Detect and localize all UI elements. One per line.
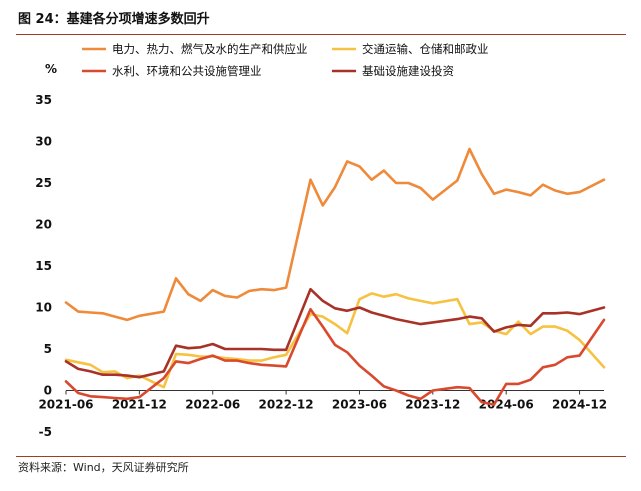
- source-note: 资料来源：Wind，天风证券研究所: [18, 461, 189, 474]
- x-tick-label: 2024-12: [552, 398, 607, 412]
- y-tick-label: 25: [35, 176, 52, 190]
- y-tick-label: -5: [39, 425, 52, 439]
- x-tick-label: 2024-06: [479, 398, 534, 412]
- y-tick-label: 20: [35, 218, 52, 232]
- x-tick-label: 2023-06: [332, 398, 387, 412]
- y-axis-unit-label: %: [45, 62, 57, 76]
- x-tick-label: 2022-12: [259, 398, 314, 412]
- x-tick-label: 2021-06: [38, 398, 93, 412]
- y-tick-label: 35: [35, 93, 52, 107]
- y-tick-label: 30: [35, 135, 52, 149]
- legend-label: 电力、热力、燃气及水的生产和供应业: [112, 42, 308, 56]
- x-axis: 2021-06 2021-12 2022-06 2022-12 2023-06 2023-…: [38, 390, 607, 412]
- footer-divider: [16, 456, 626, 457]
- series-line-1: [64, 147, 606, 322]
- legend: 电力、热力、燃气及水的生产和供应业 交通运输、仓储和邮政业水利、环境和公共设施管理…: [82, 42, 489, 78]
- y-tick-label: 5: [44, 342, 52, 356]
- x-tick-label: 2022-06: [185, 398, 240, 412]
- title-divider: [16, 34, 626, 35]
- figure-title: 图 24：基建各分项增速多数回升: [18, 12, 210, 27]
- y-tick-label: 0: [44, 384, 52, 398]
- legend-label: 水利、环境和公共设施管理业: [112, 64, 262, 78]
- y-axis: -5 0 5 10 15 20 25 30 35: [35, 93, 52, 439]
- y-tick-label: 15: [35, 259, 52, 273]
- legend-label: 交通运输、仓储和邮政业: [362, 42, 489, 56]
- series-line-3: [64, 307, 606, 406]
- series-lines: [64, 147, 606, 406]
- series-line-4: [64, 287, 606, 379]
- x-tick-label: 2021-12: [112, 398, 167, 412]
- y-tick-label: 10: [35, 301, 52, 315]
- legend-label: 基础设施建设投资: [362, 64, 454, 78]
- line-chart: 电力、热力、燃气及水的生产和供应业 交通运输、仓储和邮政业水利、环境和公共设施管理…: [35, 42, 607, 439]
- x-tick-label: 2023-12: [405, 398, 460, 412]
